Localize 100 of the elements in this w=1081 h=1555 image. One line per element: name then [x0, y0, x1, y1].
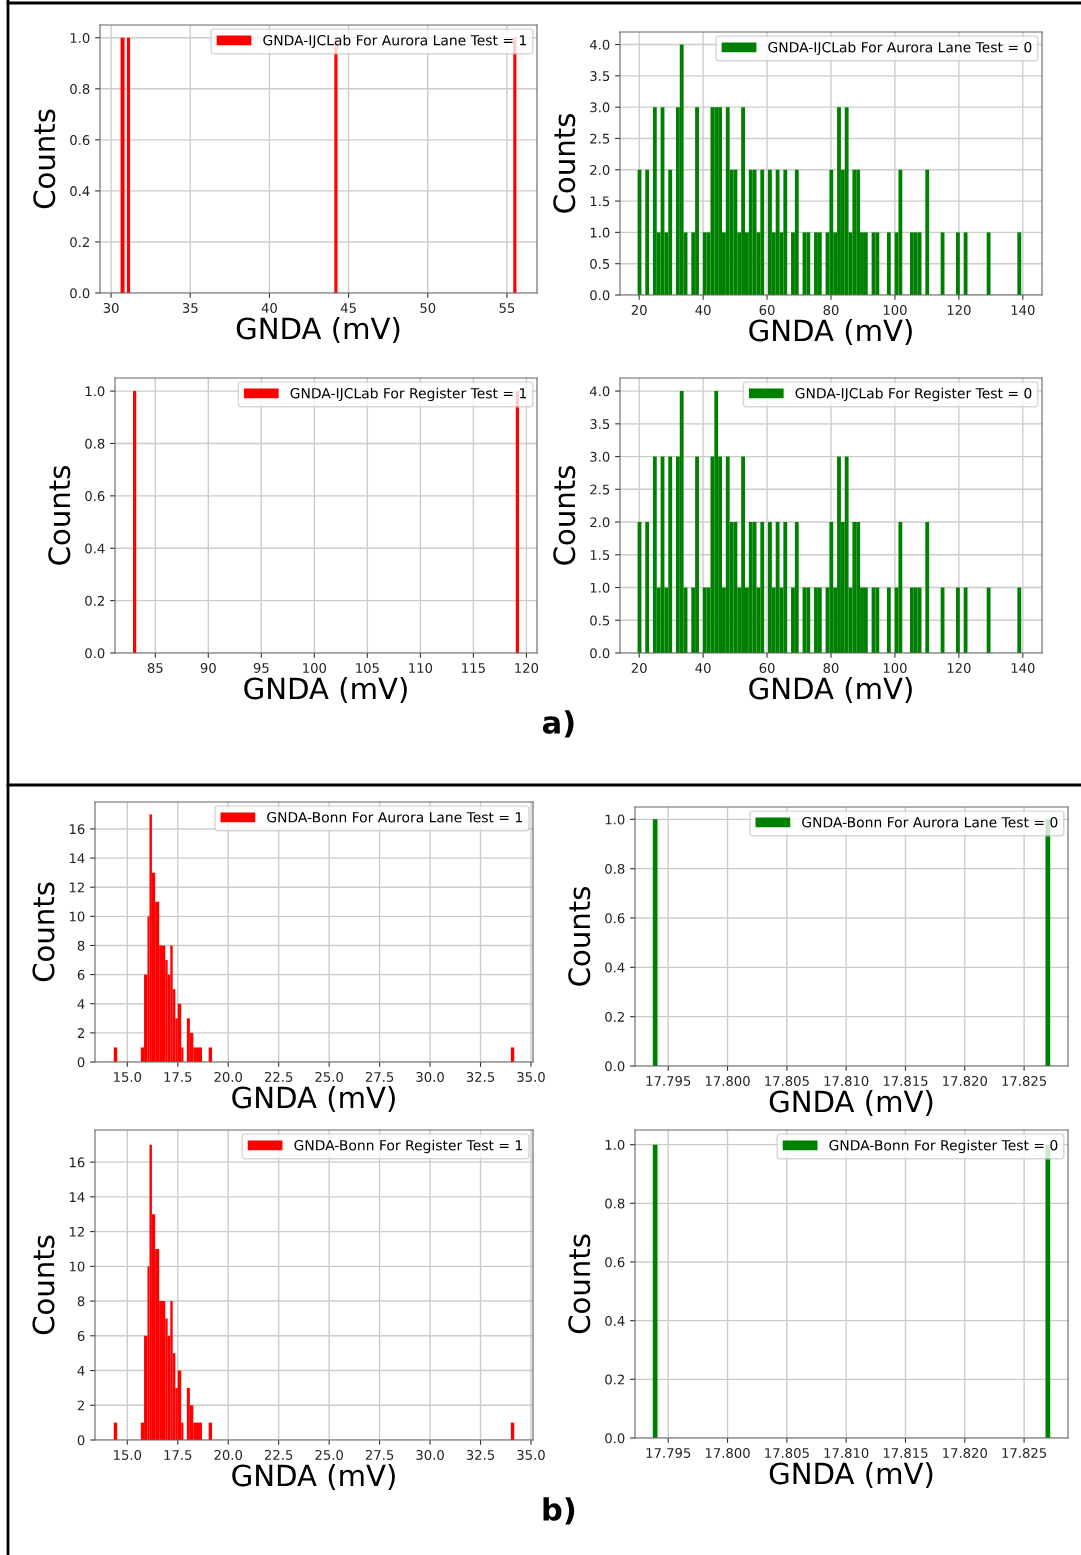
x-axis-title: GNDA (mV) [749, 318, 912, 345]
y-tick-label: 0.6 [70, 135, 90, 146]
x-tick-label: 100 [303, 662, 327, 673]
x-tick-label: 15.0 [114, 1071, 142, 1082]
y-tick-label: 2 [77, 1400, 84, 1411]
legend-label: GNDA-Bonn For Register Test = 0 [829, 1139, 1058, 1154]
legend-label: GNDA-IJCLab For Aurora Lane Test = 1 [263, 34, 526, 49]
legend-label: GNDA-IJCLab For Aurora Lane Test = 0 [768, 41, 1032, 56]
x-tick-label: 20.0 [214, 1071, 243, 1082]
x-tick-label: 40 [695, 304, 711, 315]
y-axis-title: Counts [33, 109, 56, 209]
x-tick-label: 25.0 [315, 1071, 343, 1082]
legend-label: GNDA-IJCLab For Register Test = 1 [290, 387, 526, 402]
y-axis-title: Counts [32, 882, 55, 982]
x-tick-label: 17.800 [705, 1075, 750, 1086]
x-tick-label: 17.5 [164, 1072, 192, 1082]
y-tick-label: 0.4 [605, 1315, 625, 1326]
legend-label: GNDA-Bonn For Aurora Lane Test = 0 [802, 816, 1058, 828]
y-axis-title: Counts [48, 466, 71, 565]
x-axis-title: GNDA (mV) [244, 676, 407, 703]
legend-label: GNDA-Bonn For Register Test = 1 [294, 1139, 522, 1154]
x-tick-label: 17.805 [765, 1447, 809, 1458]
x-tick-label: 17.820 [943, 1075, 987, 1086]
x-tick-label: 35.0 [517, 1071, 545, 1082]
x-tick-label: 32.5 [466, 1449, 495, 1460]
y-tick-label: 14 [69, 1192, 85, 1202]
y-tick-label: 10 [69, 1261, 85, 1272]
y-tick-label: 0.2 [605, 1374, 624, 1385]
y-tick-label: 0.0 [605, 1433, 625, 1444]
x-tick-label: 35.0 [517, 1449, 545, 1460]
y-tick-label: 6 [77, 1331, 85, 1341]
y-axis-title: Counts [568, 1234, 591, 1334]
y-tick-label: 2 [77, 1028, 84, 1038]
y-tick-label: 0.8 [85, 438, 105, 449]
y-axis-title: Counts [553, 466, 576, 565]
y-tick-label: 0.0 [590, 290, 610, 301]
x-axis-title: GNDA (mV) [232, 1463, 395, 1490]
y-tick-label: 0 [77, 1435, 85, 1446]
y-tick-label: 8 [77, 1296, 85, 1307]
x-tick-label: 17.825 [1002, 1447, 1047, 1458]
y-tick-label: 1.0 [605, 1139, 625, 1150]
x-tick-label: 17.815 [883, 1447, 928, 1458]
y-tick-label: 2.0 [590, 164, 610, 175]
x-tick-label: 50 [420, 302, 436, 313]
x-tick-label: 22.5 [264, 1449, 293, 1460]
x-tick-label: 140 [1011, 304, 1035, 315]
x-tick-label: 120 [947, 662, 971, 673]
x-tick-label: 25.0 [315, 1449, 343, 1460]
x-tick-label: 40 [261, 302, 277, 313]
y-tick-label: 1.0 [590, 582, 610, 593]
x-tick-label: 17.805 [765, 1075, 809, 1086]
x-tick-label: 17.795 [646, 1075, 691, 1086]
x-tick-label: 27.5 [365, 1449, 394, 1460]
x-tick-label: 30.0 [416, 1449, 444, 1460]
y-tick-label: 3.0 [590, 102, 610, 113]
y-tick-label: 2.5 [590, 484, 610, 495]
y-tick-label: 0.0 [70, 288, 90, 299]
y-tick-label: 14 [69, 853, 85, 864]
y-tick-label: 0.0 [590, 648, 610, 659]
y-tick-label: 0.0 [605, 1061, 625, 1072]
x-tick-label: 40 [695, 662, 711, 673]
y-tick-label: 2.0 [590, 517, 610, 528]
x-tick-label: 17.800 [705, 1447, 750, 1458]
y-tick-label: 0 [77, 1057, 85, 1068]
text: b) [543, 1497, 575, 1525]
x-tick-label: 20 [631, 662, 647, 673]
x-tick-label: 95 [253, 662, 269, 673]
x-tick-label: 60 [759, 304, 775, 315]
x-tick-label: 60 [759, 662, 775, 673]
x-tick-label: 55 [499, 303, 515, 313]
y-tick-label: 16 [69, 824, 85, 835]
legend-label: GNDA-Bonn For Aurora Lane Test = 1 [267, 811, 522, 823]
x-tick-label: 85 [147, 662, 163, 673]
y-tick-label: 0.6 [605, 1257, 625, 1268]
y-tick-label: 1.0 [85, 386, 105, 397]
x-tick-label: 120 [515, 662, 539, 673]
x-tick-label: 120 [947, 304, 971, 315]
x-axis-title: GNDA (mV) [232, 1085, 395, 1112]
y-tick-label: 1.0 [70, 32, 90, 43]
x-tick-label: 32.5 [466, 1071, 495, 1082]
x-tick-label: 20 [631, 304, 647, 315]
x-tick-label: 17.820 [943, 1447, 987, 1458]
y-tick-label: 8 [77, 940, 85, 951]
x-tick-label: 35 [182, 302, 198, 313]
y-tick-label: 0.2 [85, 595, 104, 606]
x-axis-title: GNDA (mV) [769, 1089, 933, 1116]
y-tick-label: 0.6 [605, 913, 625, 924]
y-tick-label: 0.2 [70, 237, 89, 248]
x-tick-label: 115 [462, 663, 485, 673]
x-tick-label: 90 [200, 662, 216, 673]
x-tick-label: 80 [823, 662, 839, 673]
y-tick-label: 3.0 [590, 451, 610, 462]
y-tick-label: 4 [77, 1365, 85, 1376]
x-tick-label: 45 [340, 303, 356, 313]
y-tick-label: 4.0 [589, 39, 610, 50]
x-tick-label: 17.5 [164, 1450, 192, 1460]
x-tick-label: 22.5 [264, 1071, 293, 1082]
y-axis-title: Counts [553, 114, 576, 213]
x-tick-label: 17.810 [824, 1447, 869, 1458]
x-axis-title: GNDA (mV) [769, 1461, 933, 1488]
